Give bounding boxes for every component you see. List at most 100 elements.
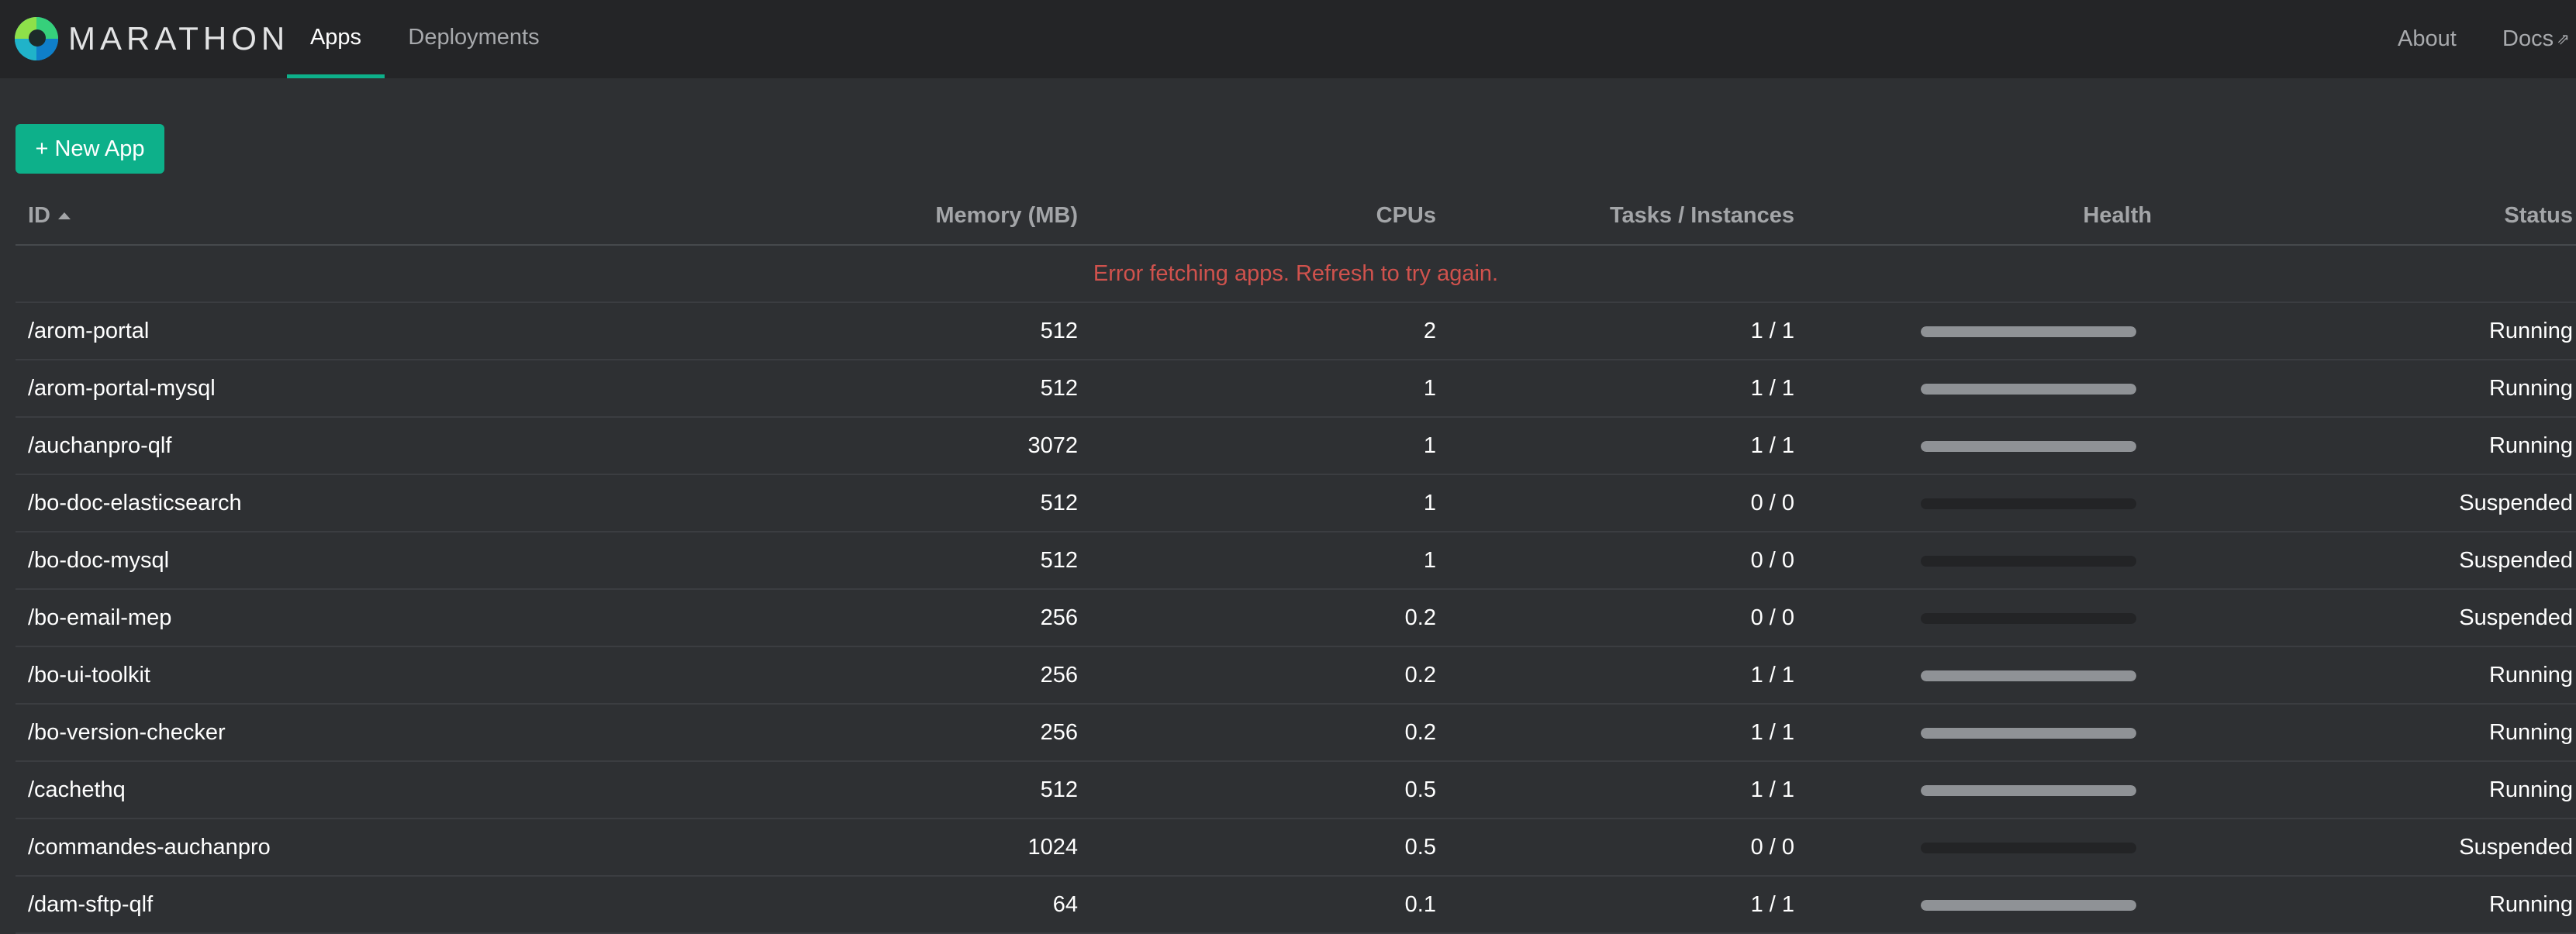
health-bar xyxy=(1921,613,2136,624)
app-id[interactable]: /bo-doc-elasticsearch xyxy=(28,491,242,515)
app-tasks: 1 / 1 xyxy=(1750,892,1794,917)
health-bar-fill xyxy=(1921,670,2136,681)
health-bar xyxy=(1921,556,2136,567)
health-bar-fill xyxy=(1921,728,2136,739)
error-message: Error fetching apps. Refresh to try agai… xyxy=(1093,261,1499,286)
app-tasks: 1 / 1 xyxy=(1750,376,1794,401)
app-id[interactable]: /bo-version-checker xyxy=(28,720,226,745)
app-id[interactable]: /bo-ui-toolkit xyxy=(28,663,150,688)
health-bar xyxy=(1921,900,2136,911)
table-row[interactable]: /bo-email-mep 256 0.2 0 / 0 Suspended xyxy=(16,590,2576,647)
health-bar xyxy=(1921,498,2136,509)
table-row[interactable]: /auchanpro-qlf 3072 1 1 / 1 Running xyxy=(16,418,2576,475)
tab-deployments[interactable]: Deployments xyxy=(408,25,540,50)
table-row[interactable]: /cachethq 512 0.5 1 / 1 Running xyxy=(16,762,2576,819)
app-cpus: 0.2 xyxy=(1404,720,1436,745)
health-bar xyxy=(1921,785,2136,796)
app-memory: 512 xyxy=(1040,491,1078,515)
tab-apps[interactable]: Apps xyxy=(287,0,385,78)
marathon-logo[interactable]: MARATHON xyxy=(14,16,289,62)
column-header-tasks[interactable]: Tasks / Instances xyxy=(1609,203,1794,228)
column-header-cpus[interactable]: CPUs xyxy=(1376,203,1436,228)
app-memory: 512 xyxy=(1040,777,1078,802)
app-status: Running xyxy=(2488,433,2573,458)
external-link-icon: ⇗ xyxy=(2557,31,2570,48)
app-id[interactable]: /dam-sftp-qlf xyxy=(28,892,154,917)
app-cpus: 1 xyxy=(1423,376,1436,401)
app-memory: 512 xyxy=(1040,376,1078,401)
apps-table: ID Memory (MB) CPUs Tasks / Instances He… xyxy=(16,187,2576,934)
table-row[interactable]: /bo-doc-elasticsearch 512 1 0 / 0 Suspended xyxy=(16,475,2576,532)
app-id[interactable]: /auchanpro-qlf xyxy=(28,433,172,458)
app-memory: 256 xyxy=(1040,605,1078,630)
app-cpus: 1 xyxy=(1423,433,1436,458)
table-header: ID Memory (MB) CPUs Tasks / Instances He… xyxy=(16,187,2576,246)
app-id[interactable]: /cachethq xyxy=(28,777,126,802)
health-bar xyxy=(1921,728,2136,739)
app-cpus: 0.5 xyxy=(1404,835,1436,860)
health-bar-fill xyxy=(1921,441,2136,452)
app-id[interactable]: /arom-portal-mysql xyxy=(28,376,216,401)
app-tasks: 1 / 1 xyxy=(1750,319,1794,343)
docs-link[interactable]: Docs ⇗ xyxy=(2502,0,2570,78)
app-status: Running xyxy=(2488,720,2573,745)
health-bar-fill xyxy=(1921,384,2136,395)
column-header-memory[interactable]: Memory (MB) xyxy=(935,203,1078,228)
app-status: Suspended xyxy=(2459,605,2573,630)
app-id[interactable]: /arom-portal xyxy=(28,319,150,343)
about-link[interactable]: About xyxy=(2398,26,2457,51)
app-status: Suspended xyxy=(2459,491,2573,515)
app-cpus: 0.2 xyxy=(1404,663,1436,688)
table-row[interactable]: /arom-portal 512 2 1 / 1 Running xyxy=(16,303,2576,360)
health-bar xyxy=(1921,326,2136,337)
app-status: Running xyxy=(2488,892,2573,917)
table-row[interactable]: /bo-version-checker 256 0.2 1 / 1 Running xyxy=(16,705,2576,762)
table-row[interactable]: /bo-ui-toolkit 256 0.2 1 / 1 Running xyxy=(16,647,2576,705)
app-status: Suspended xyxy=(2459,548,2573,573)
health-bar xyxy=(1921,441,2136,452)
app-tasks: 1 / 1 xyxy=(1750,777,1794,802)
app-status: Running xyxy=(2488,319,2573,343)
column-header-id[interactable]: ID xyxy=(28,187,71,244)
health-bar-fill xyxy=(1921,326,2136,337)
health-bar xyxy=(1921,670,2136,681)
table-row[interactable]: /bo-doc-mysql 512 1 0 / 0 Suspended xyxy=(16,532,2576,590)
app-cpus: 1 xyxy=(1423,491,1436,515)
app-memory: 64 xyxy=(1052,892,1078,917)
column-header-id-label: ID xyxy=(28,203,50,228)
new-app-button[interactable]: + New App xyxy=(16,124,164,174)
app-tasks: 1 / 1 xyxy=(1750,433,1794,458)
app-status: Suspended xyxy=(2459,835,2573,860)
app-tasks: 1 / 1 xyxy=(1750,663,1794,688)
health-bar-fill xyxy=(1921,785,2136,796)
table-row[interactable]: /commandes-auchanpro 1024 0.5 0 / 0 Suspende… xyxy=(16,819,2576,877)
app-memory: 512 xyxy=(1040,319,1078,343)
app-status: Running xyxy=(2488,777,2573,802)
app-id[interactable]: /bo-email-mep xyxy=(28,605,172,630)
app-memory: 256 xyxy=(1040,663,1078,688)
marathon-logo-icon xyxy=(15,17,58,60)
health-bar xyxy=(1921,843,2136,853)
error-row: Error fetching apps. Refresh to try agai… xyxy=(16,246,2576,303)
column-header-status[interactable]: Status xyxy=(2504,203,2573,228)
app-memory: 256 xyxy=(1040,720,1078,745)
app-cpus: 2 xyxy=(1423,319,1436,343)
app-cpus: 0.5 xyxy=(1404,777,1436,802)
app-memory: 3072 xyxy=(1027,433,1078,458)
docs-link-label: Docs xyxy=(2502,26,2554,51)
app-cpus: 0.1 xyxy=(1404,892,1436,917)
brand-name: MARATHON xyxy=(68,20,290,57)
app-cpus: 0.2 xyxy=(1404,605,1436,630)
app-memory: 512 xyxy=(1040,548,1078,573)
app-status: Running xyxy=(2488,376,2573,401)
app-status: Running xyxy=(2488,663,2573,688)
app-id[interactable]: /commandes-auchanpro xyxy=(28,835,271,860)
column-header-health[interactable]: Health xyxy=(2083,203,2152,228)
health-bar-fill xyxy=(1921,900,2136,911)
app-id[interactable]: /bo-doc-mysql xyxy=(28,548,170,573)
app-tasks: 0 / 0 xyxy=(1750,605,1794,630)
app-tasks: 0 / 0 xyxy=(1750,491,1794,515)
app-memory: 1024 xyxy=(1027,835,1078,860)
table-row[interactable]: /arom-portal-mysql 512 1 1 / 1 Running xyxy=(16,360,2576,418)
top-navbar: MARATHON Apps Deployments About Docs ⇗ xyxy=(0,0,2576,78)
